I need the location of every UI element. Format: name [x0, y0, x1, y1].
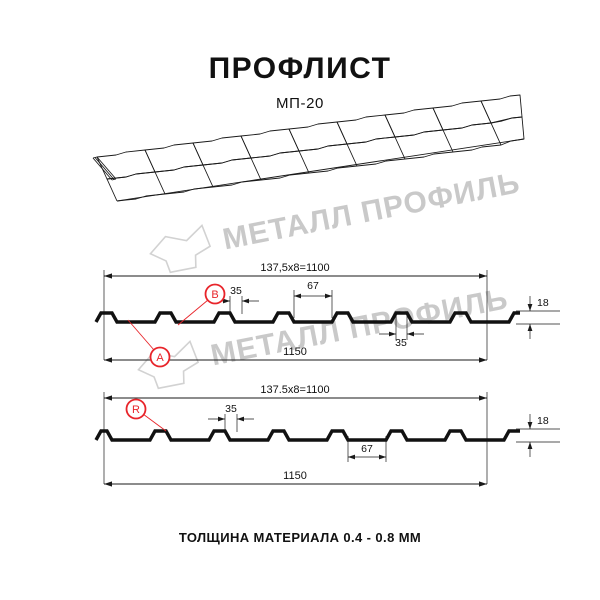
- callout-a: A: [127, 319, 171, 368]
- watermark-label-2: МЕТАЛЛ ПРОФИЛЬ: [208, 282, 511, 372]
- section-view-top: 137,5x8=1100 1150 35: [94, 262, 560, 368]
- dim-height-bottom-18-label: 18: [537, 415, 549, 427]
- dim-cover-top-label: 137,5x8=1100: [260, 262, 329, 274]
- page-title: ПРОФЛИСТ: [208, 52, 392, 85]
- callout-r: R: [125, 398, 167, 432]
- dim-height-top-18: 18: [516, 296, 560, 339]
- dim-flat-top-67-label: 67: [307, 280, 319, 292]
- watermark-logo-icon: [149, 223, 212, 274]
- callout-a-label: A: [156, 352, 164, 364]
- watermark-bottom: МЕТАЛЛ ПРОФИЛЬ: [137, 282, 511, 390]
- profile-polyline-bottom: [94, 429, 520, 442]
- dim-cover-bottom: 137.5x8=1100: [104, 384, 487, 401]
- dim-height-top-18-label: 18: [537, 297, 549, 309]
- dim-total-bottom-label: 1150: [283, 470, 307, 482]
- footer-note: ТОЛЩИНА МАТЕРИАЛА 0.4 - 0.8 ММ: [178, 530, 422, 545]
- dim-rib-top-35-label: 35: [230, 285, 242, 297]
- watermark-top: МЕТАЛЛ ПРОФИЛЬ: [149, 166, 523, 274]
- dim-total-top-label: 1150: [283, 346, 307, 358]
- dim-rib-bottom-view-35: 35: [208, 403, 254, 432]
- profile-polyline-top: [94, 311, 520, 324]
- extension-lines-top: [103, 270, 488, 360]
- callout-r-label: R: [132, 404, 140, 416]
- page-subtitle: МП-20: [276, 95, 324, 112]
- dim-rib-bottom-35-label: 35: [395, 337, 407, 349]
- callout-b-label: B: [211, 289, 218, 301]
- watermark-logo-icon-2: [137, 339, 200, 390]
- section-view-bottom: 137.5x8=1100 1150 35: [94, 384, 560, 487]
- dim-flat-top-67: 67: [293, 280, 333, 318]
- dim-flat-bottom-67: 67: [347, 436, 387, 462]
- dim-total-bottom: 1150: [104, 470, 487, 487]
- dim-flat-bottom-67-label: 67: [361, 443, 373, 455]
- dim-height-bottom-18: 18: [516, 414, 560, 457]
- extension-lines-bottom: [103, 392, 488, 484]
- dim-rib-bottom-35: 35: [379, 316, 424, 349]
- dim-cover-top: 137,5x8=1100: [104, 262, 487, 279]
- callout-b: B: [177, 283, 226, 326]
- title-block: ПРОФЛИСТ МП-20: [0, 52, 600, 112]
- dim-rib-bottom-view-35-label: 35: [225, 403, 237, 415]
- isometric-view: [92, 94, 525, 202]
- dim-cover-bottom-label: 137.5x8=1100: [260, 384, 329, 396]
